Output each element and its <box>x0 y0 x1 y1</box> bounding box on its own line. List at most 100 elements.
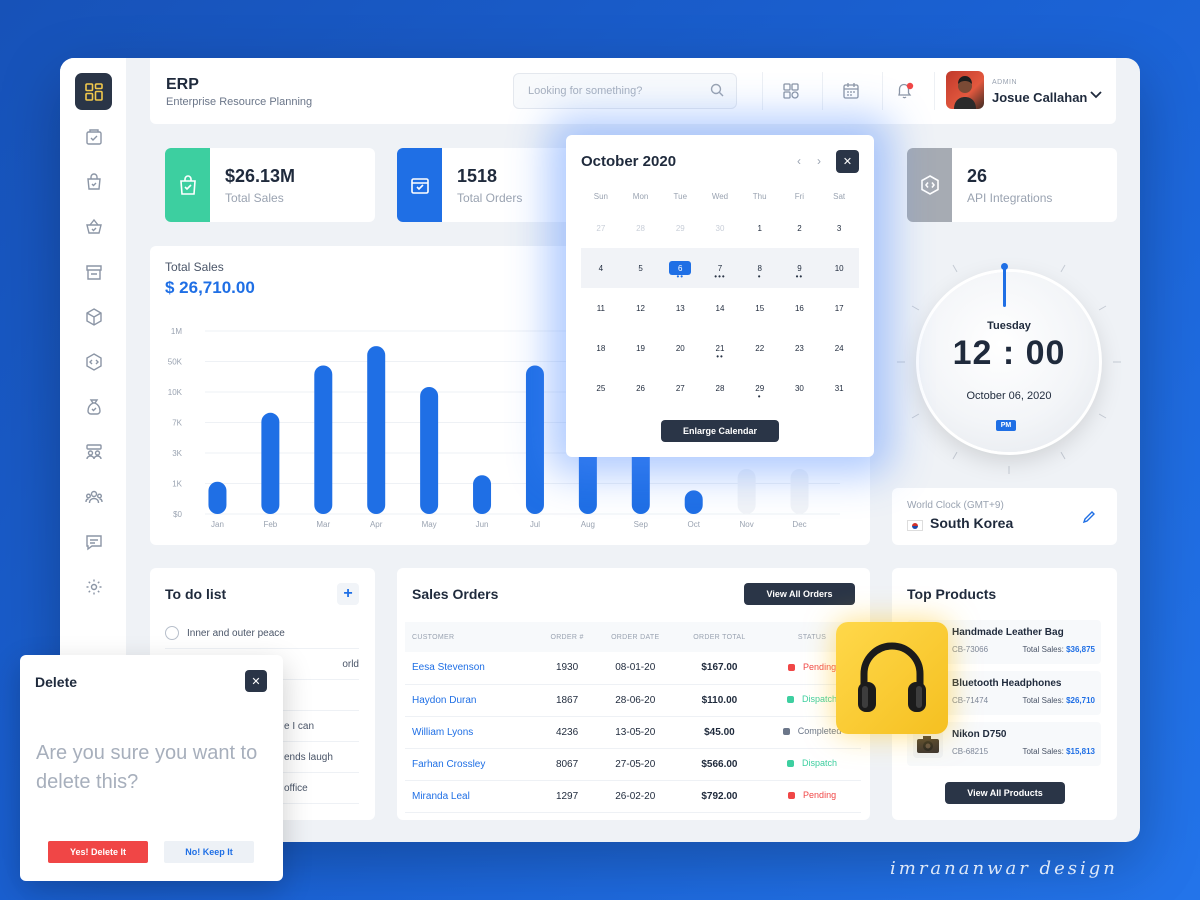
calendar-day-selected[interactable]: 6 •• <box>660 248 700 288</box>
calendar-day[interactable]: 17 <box>819 288 859 328</box>
calendar-day[interactable]: 5 <box>621 248 661 288</box>
customer-link[interactable]: Farhan Crossley <box>405 748 540 781</box>
event-dots: • <box>757 272 762 281</box>
column-header[interactable]: CUSTOMER <box>405 622 540 652</box>
calendar-day[interactable]: 28 <box>700 368 740 408</box>
calendar-day[interactable]: 3 <box>819 208 859 248</box>
user-name[interactable]: Josue Callahan <box>992 90 1088 105</box>
bar[interactable] <box>208 481 227 514</box>
box-icon[interactable] <box>81 304 107 330</box>
calendar-day[interactable]: 19 <box>621 328 661 368</box>
view-all-orders-button[interactable]: View All Orders <box>744 583 855 605</box>
bar[interactable] <box>684 490 703 514</box>
calendar-day[interactable]: 2 <box>780 208 820 248</box>
weekday-header: Sun Mon Tue Wed Thu Fri Sat <box>581 192 859 208</box>
calendar-day[interactable]: 22 <box>740 328 780 368</box>
table-row[interactable]: Farhan Crossley 8067 27-05-20 $566.00 Dispat… <box>405 748 861 781</box>
table-row[interactable]: Haydon Duran 1867 28-06-20 $110.00 Dispatch <box>405 684 861 717</box>
calendar-day[interactable]: 29 • <box>740 368 780 408</box>
calendar-day[interactable]: 9 •• <box>780 248 820 288</box>
product-sales: Total Sales: $26,710 <box>1022 696 1095 705</box>
calendar-day[interactable]: 25 <box>581 368 621 408</box>
calendar-day[interactable]: 11 <box>581 288 621 328</box>
product-item[interactable]: Nikon D750 CB-68215 Total Sales: $15,813 <box>907 722 1101 766</box>
column-header[interactable]: ORDER DATE <box>594 622 676 652</box>
edit-pencil-icon[interactable] <box>1082 510 1096 524</box>
calendar-day[interactable]: 21 •• <box>700 328 740 368</box>
basket-icon[interactable] <box>81 214 107 240</box>
calendar-day[interactable]: 24 <box>819 328 859 368</box>
chevron-left-icon[interactable]: ‹ <box>797 154 801 168</box>
calendar-day[interactable]: 23 <box>780 328 820 368</box>
calendar-day[interactable]: 15 <box>740 288 780 328</box>
day-number: 2 <box>797 223 802 233</box>
users-icon[interactable] <box>81 484 107 510</box>
calendar-day[interactable]: 7 ••• <box>700 248 740 288</box>
store-icon[interactable] <box>81 259 107 285</box>
calendar-day[interactable]: 20 <box>660 328 700 368</box>
calendar-day[interactable]: 4 <box>581 248 621 288</box>
calendar-day[interactable]: 26 <box>621 368 661 408</box>
checkbox[interactable] <box>165 626 179 640</box>
enlarge-calendar-button[interactable]: Enlarge Calendar <box>661 420 779 442</box>
team-icon[interactable] <box>81 439 107 465</box>
search-input[interactable] <box>514 74 694 108</box>
column-header[interactable]: ORDER TOTAL <box>675 622 764 652</box>
table-row[interactable]: Miranda Leal 1297 26-02-20 $792.00 Pending <box>405 780 861 813</box>
close-icon[interactable]: ✕ <box>245 670 267 692</box>
calendar-day[interactable]: 14 <box>700 288 740 328</box>
calendar-day[interactable]: 27 <box>660 368 700 408</box>
add-todo-button[interactable]: + <box>337 583 359 605</box>
calendar-day[interactable]: 30 <box>700 208 740 248</box>
calendar-day[interactable]: 8 • <box>740 248 780 288</box>
notification-bell-icon[interactable] <box>894 80 916 102</box>
order-date: 13-05-20 <box>594 716 676 749</box>
calendar-day[interactable]: 31 <box>819 368 859 408</box>
calendar-day[interactable]: 16 <box>780 288 820 328</box>
calendar-day[interactable]: 18 <box>581 328 621 368</box>
api-icon[interactable] <box>81 349 107 375</box>
search-icon[interactable] <box>710 83 724 97</box>
orders-icon[interactable] <box>81 124 107 150</box>
calendar-day[interactable]: 1 <box>740 208 780 248</box>
calendar-day[interactable]: 10 <box>819 248 859 288</box>
confirm-delete-button[interactable]: Yes! Delete It <box>48 841 148 863</box>
calendar-day[interactable]: 30 <box>780 368 820 408</box>
product-code: CB-71474 <box>952 696 989 705</box>
table-row[interactable]: Eesa Stevenson 1930 08-01-20 $167.00 Pending <box>405 652 861 685</box>
avatar[interactable] <box>946 71 984 109</box>
close-icon[interactable]: ✕ <box>836 150 859 173</box>
bar[interactable] <box>261 412 280 514</box>
bar[interactable] <box>525 365 544 514</box>
bar[interactable] <box>314 365 333 514</box>
dashboard-button[interactable] <box>75 73 112 110</box>
customer-link[interactable]: William Lyons <box>405 716 540 749</box>
customer-link[interactable]: Eesa Stevenson <box>405 652 540 685</box>
calendar-icon[interactable] <box>840 80 862 102</box>
status-text: Pending <box>803 790 837 801</box>
todo-item[interactable]: Inner and outer peace <box>165 618 359 649</box>
keep-button[interactable]: No! Keep It <box>164 841 254 863</box>
x-tick-label: Oct <box>687 520 700 529</box>
calendar-day[interactable]: 13 <box>660 288 700 328</box>
settings-icon[interactable] <box>81 574 107 600</box>
bar[interactable] <box>420 386 439 514</box>
calendar-day[interactable]: 12 <box>621 288 661 328</box>
calendar-day[interactable]: 29 <box>660 208 700 248</box>
chevron-down-icon[interactable] <box>1090 91 1102 99</box>
calendar-day[interactable]: 28 <box>621 208 661 248</box>
column-header[interactable]: ORDER # <box>539 622 595 652</box>
view-all-products-button[interactable]: View All Products <box>945 782 1065 804</box>
bar[interactable] <box>473 475 492 514</box>
bar[interactable] <box>367 346 386 514</box>
table-row[interactable]: William Lyons 4236 13-05-20 $45.00 Completed <box>405 716 861 749</box>
control-panel-icon[interactable] <box>780 80 802 102</box>
money-bag-icon[interactable] <box>81 394 107 420</box>
calendar-week: 4 5 6 •• 7 ••• 8 • 9 •• 10 <box>581 248 859 288</box>
chevron-right-icon[interactable]: › <box>817 154 821 168</box>
chat-icon[interactable] <box>81 529 107 555</box>
customer-link[interactable]: Haydon Duran <box>405 684 540 717</box>
calendar-day[interactable]: 27 <box>581 208 621 248</box>
bag-icon[interactable] <box>81 169 107 195</box>
customer-link[interactable]: Miranda Leal <box>405 780 540 813</box>
